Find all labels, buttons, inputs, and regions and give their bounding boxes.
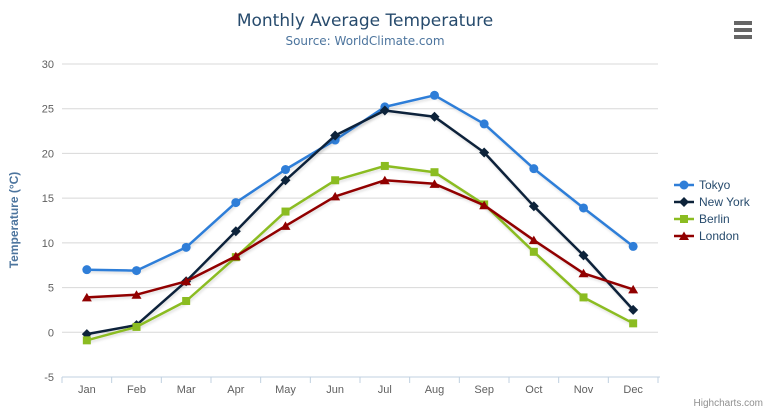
chart-title: Monthly Average Temperature [236,11,494,31]
point-new-york-oct[interactable] [528,201,539,212]
point-tokyo-oct[interactable] [529,164,539,174]
point-london-aug[interactable] [429,179,440,188]
legend-label: Berlin [699,211,730,226]
point-tokyo-nov[interactable] [579,203,588,213]
legend-item-london[interactable]: London [674,227,750,244]
point-tokyo-mar[interactable] [181,242,191,252]
y-axis-tick-label: 5 [48,283,54,295]
x-axis-tick-label: Apr [227,384,244,396]
legend-item-tokyo[interactable]: Tokyo [674,176,750,193]
triangle-marker-icon [674,231,694,240]
y-axis-tick-label: 25 [42,104,54,116]
x-axis-tick-label: Jun [326,384,344,396]
square-marker-icon [674,214,694,223]
point-london-sep[interactable] [479,200,490,210]
y-axis-tick-label: 15 [42,193,54,205]
x-axis-tick-label: Dec [623,384,643,396]
point-london-jan[interactable] [81,292,92,302]
point-new-york-nov[interactable] [578,250,589,261]
point-berlin-jun[interactable] [331,176,340,185]
point-tokyo-aug[interactable] [430,90,439,100]
point-new-york-apr[interactable] [230,226,241,237]
point-berlin-oct[interactable] [529,247,538,256]
legend-item-new-york[interactable]: New York [674,193,750,210]
diamond-marker-icon [674,196,694,207]
point-london-jun[interactable] [330,191,341,201]
legend-label: New York [699,194,750,209]
x-axis-tick-label: Jan [78,384,96,396]
x-axis-tick-label: May [275,384,296,396]
legend-label: Tokyo [699,177,731,192]
point-tokyo-feb[interactable] [132,266,141,276]
point-berlin-aug[interactable] [430,168,439,177]
credits-link[interactable]: Highcharts.com [693,398,763,409]
y-axis-tick-label: 10 [42,238,54,250]
point-new-york-jul[interactable] [379,105,390,116]
point-london-may[interactable] [280,221,291,230]
point-tokyo-jan[interactable] [82,265,92,275]
point-london-nov[interactable] [578,268,589,278]
point-new-york-dec[interactable] [628,304,639,315]
x-axis-tick-label: Sep [474,384,494,396]
x-axis-tick-label: Jul [378,384,392,396]
point-new-york-may[interactable] [280,175,291,186]
series-line-tokyo[interactable] [86,94,634,272]
legend-label: London [699,228,740,243]
point-london-feb[interactable] [131,290,142,299]
x-axis-tick-label: Mar [177,384,196,396]
legend: Tokyo New York Berlin London [674,176,750,244]
point-new-york-sep[interactable] [479,147,490,158]
point-new-york-aug[interactable] [429,111,440,122]
point-berlin-may[interactable] [281,207,290,216]
point-london-apr[interactable] [230,251,241,261]
point-tokyo-may[interactable] [281,165,290,175]
point-london-jul[interactable] [379,175,390,185]
series-line-london[interactable] [86,179,634,299]
y-axis-tick-label: 30 [42,59,54,71]
x-axis-tick-label: Feb [127,384,146,396]
point-berlin-nov[interactable] [579,293,588,302]
point-berlin-feb[interactable] [132,322,141,331]
point-new-york-jun[interactable] [330,130,341,141]
point-berlin-mar[interactable] [182,296,191,305]
point-tokyo-sep[interactable] [479,119,489,129]
point-berlin-dec[interactable] [629,319,638,328]
chart-subtitle: Source: WorldClimate.com [285,34,445,48]
point-tokyo-dec[interactable] [628,241,638,251]
circle-marker-icon [674,180,694,189]
hamburger-icon [734,21,752,39]
y-axis-tick-label: 0 [48,327,54,339]
y-axis-tick-label: -5 [44,372,54,384]
x-axis-tick-label: Nov [574,384,594,396]
chart-context-menu-button[interactable] [734,21,752,39]
point-london-dec[interactable] [628,284,639,294]
series-line-new-york[interactable] [86,109,635,336]
legend-item-berlin[interactable]: Berlin [674,210,750,227]
y-axis-tick-label: 20 [42,148,54,160]
point-london-mar[interactable] [181,276,192,286]
point-berlin-jan[interactable] [82,336,91,345]
x-axis-tick-label: Oct [525,384,542,396]
series-line-berlin[interactable] [86,164,634,342]
point-berlin-jul[interactable] [380,161,389,170]
x-axis-tick-label: Aug [425,384,445,396]
point-tokyo-apr[interactable] [231,198,241,208]
y-axis-title: Temperature (°C) [7,171,21,269]
point-london-oct[interactable] [528,235,539,245]
